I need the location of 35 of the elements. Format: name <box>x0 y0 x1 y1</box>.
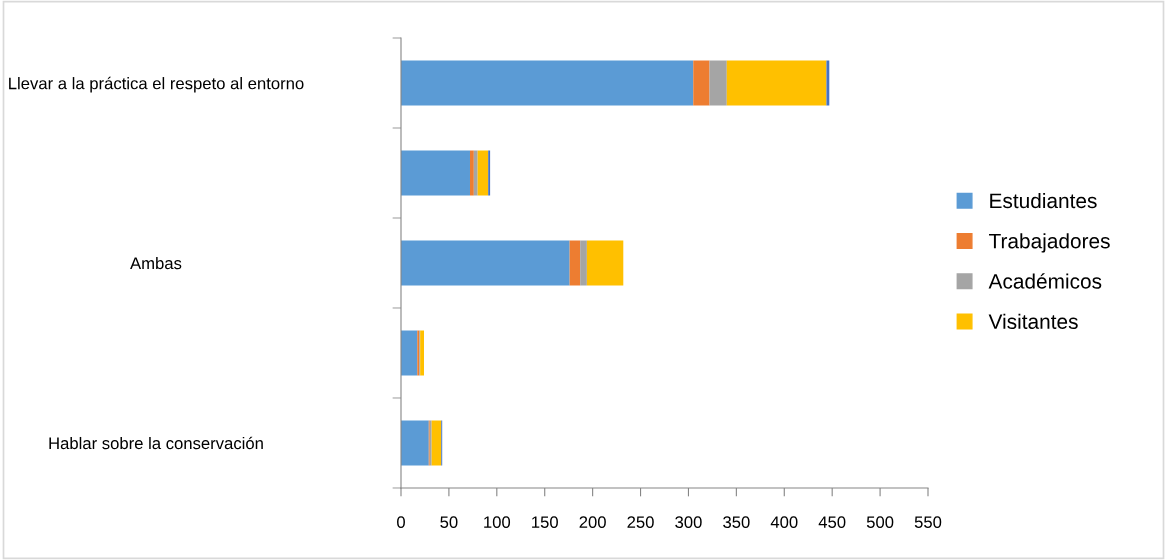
bar <box>726 60 827 106</box>
x-tick-label: 150 <box>532 516 558 529</box>
x-tick-label: 350 <box>723 516 750 529</box>
x-tick-label: 0 <box>397 516 405 529</box>
legend-label: Estudiantes <box>990 192 1097 209</box>
bar <box>401 150 470 196</box>
bar <box>469 150 474 196</box>
x-tick-label: 200 <box>579 516 606 529</box>
x-tick-label: 100 <box>484 516 511 529</box>
bar <box>709 60 727 106</box>
bar <box>401 330 418 376</box>
bar <box>477 150 489 196</box>
x-tick-label: 550 <box>914 516 942 529</box>
x-tick-label: 250 <box>627 516 654 529</box>
x-tick-label: 450 <box>818 516 846 529</box>
x-tick-label: 300 <box>675 516 702 529</box>
legend-label: Trabajadores <box>989 233 1110 253</box>
bar <box>401 420 429 466</box>
legend-label: Académicos <box>988 273 1102 289</box>
bar <box>473 150 478 196</box>
bar <box>431 420 442 466</box>
y-tick-label: Ambas <box>130 256 182 270</box>
bar <box>569 240 581 286</box>
bar <box>693 60 710 106</box>
bar <box>586 240 624 286</box>
x-tick-label: 400 <box>770 516 798 529</box>
y-tick-label: Hablar sobre la conservación <box>49 436 263 450</box>
x-tick-label: 50 <box>440 516 458 529</box>
legend-label: Visitantes <box>988 313 1078 329</box>
x-tick-label: 500 <box>866 516 894 529</box>
bar <box>826 60 830 106</box>
bar <box>580 240 587 286</box>
y-tick-label: Llevar a la práctica el respeto al entorno <box>9 76 304 93</box>
bar <box>401 60 694 106</box>
bar <box>401 240 570 286</box>
